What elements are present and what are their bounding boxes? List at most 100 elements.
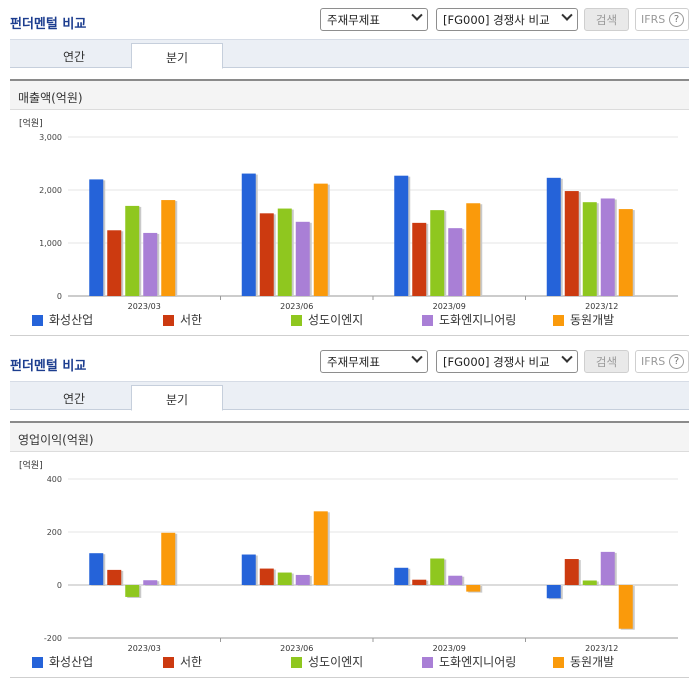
legend-label: 화성산업 — [49, 313, 94, 327]
legend-item[interactable]: 화성산업 — [32, 655, 93, 671]
legend-label: 성도이엔지 — [308, 655, 364, 669]
legend-item[interactable]: 서한 — [163, 313, 202, 329]
legend-item[interactable]: 동원개발 — [553, 313, 614, 329]
y-unit-label: [억원] — [19, 117, 43, 129]
divider — [10, 677, 689, 678]
bar[interactable] — [618, 209, 633, 296]
search-button[interactable]: 검색 — [584, 350, 629, 373]
tab-annual[interactable]: 연간 — [62, 50, 86, 64]
legend-label: 서한 — [180, 655, 203, 669]
metric-title: 매출액(억원) — [10, 79, 689, 110]
bar[interactable] — [582, 580, 597, 585]
panel-header: 펀더멘털 비교 주재무제표 [FG000] 경쟁사 비교 검색 IFRS? — [0, 0, 696, 38]
bar[interactable] — [143, 580, 158, 585]
bar[interactable] — [143, 232, 158, 296]
bar[interactable] — [582, 202, 597, 296]
compare-select[interactable]: [FG000] 경쟁사 비교 — [436, 8, 578, 31]
bar[interactable] — [295, 221, 310, 296]
legend-item[interactable]: 도화엔지니어링 — [422, 313, 516, 329]
compare-select[interactable]: [FG000] 경쟁사 비교 — [436, 350, 578, 373]
bar[interactable] — [295, 574, 310, 585]
bar[interactable] — [161, 532, 176, 585]
revenue-chart-svg: [억원] 0 1,000 2,000 3,000 2023/03 2023/06 2023/0… — [19, 117, 678, 311]
legend-item[interactable]: 도화엔지니어링 — [422, 655, 516, 671]
help-icon[interactable]: ? — [669, 354, 684, 369]
legend-swatch — [163, 315, 174, 326]
bar[interactable] — [107, 230, 122, 296]
bar[interactable] — [448, 228, 463, 296]
bar[interactable] — [107, 569, 122, 585]
bar[interactable] — [430, 210, 445, 296]
statement-select[interactable]: 주재무제표 — [320, 8, 428, 31]
x-tick-label: 2023/03 — [128, 302, 161, 311]
bar[interactable] — [259, 568, 274, 585]
x-tick-label: 2023/12 — [585, 644, 618, 653]
bar[interactable] — [448, 575, 463, 585]
x-tick-label: 2023/09 — [433, 302, 466, 311]
legend-swatch — [163, 657, 174, 668]
period-tabs: 연간 분기 — [10, 39, 689, 69]
bar[interactable] — [277, 572, 292, 585]
bar[interactable] — [394, 567, 409, 585]
bar[interactable] — [546, 585, 561, 599]
bar[interactable] — [618, 585, 633, 629]
bar[interactable] — [241, 173, 256, 296]
chevron-down-icon — [411, 351, 423, 363]
help-icon[interactable]: ? — [669, 12, 684, 27]
tab-quarterly[interactable]: 분기 — [131, 43, 223, 69]
y-tick-label: 200 — [47, 528, 62, 537]
bar[interactable] — [89, 553, 104, 585]
legend-swatch — [291, 657, 302, 668]
bar[interactable] — [600, 551, 615, 585]
bar[interactable] — [313, 183, 328, 296]
legend-item[interactable]: 서한 — [163, 655, 202, 671]
y-tick-label: 0 — [57, 292, 62, 301]
tab-quarterly[interactable]: 분기 — [131, 385, 223, 411]
legend-swatch — [32, 657, 43, 668]
bar[interactable] — [412, 222, 427, 296]
bar[interactable] — [412, 579, 427, 585]
bar[interactable] — [394, 175, 409, 296]
ifrs-button[interactable]: IFRS? — [635, 8, 689, 31]
legend-item[interactable]: 성도이엔지 — [291, 655, 363, 671]
y-tick-label: 0 — [57, 581, 62, 590]
bar[interactable] — [600, 198, 615, 296]
bar[interactable] — [466, 585, 481, 592]
bar[interactable] — [277, 208, 292, 296]
bar[interactable] — [241, 554, 256, 585]
revenue-chart: [억원] 0 1,000 2,000 3,000 2023/03 2023/06 2023/0… — [10, 112, 689, 312]
ifrs-label: IFRS — [641, 355, 666, 368]
ifrs-button[interactable]: IFRS? — [635, 350, 689, 373]
bar[interactable] — [313, 511, 328, 585]
bar[interactable] — [564, 559, 579, 585]
y-tick-label: 3,000 — [39, 133, 62, 142]
legend-item[interactable]: 동원개발 — [553, 655, 614, 671]
bar[interactable] — [259, 213, 274, 296]
legend-swatch — [291, 315, 302, 326]
legend-item[interactable]: 성도이엔지 — [291, 313, 363, 329]
divider — [10, 335, 689, 336]
bar[interactable] — [430, 558, 445, 586]
tab-annual[interactable]: 연간 — [62, 392, 86, 406]
legend-item[interactable]: 화성산업 — [32, 313, 93, 329]
y-tick-label: 2,000 — [39, 186, 62, 195]
statement-select-value: 주재무제표 — [327, 13, 380, 27]
legend-label: 동원개발 — [570, 655, 615, 669]
operating-profit-chart-svg: [억원] -200 0 200 400 2023/03 2023/06 2023/09 2023… — [19, 459, 678, 653]
bar[interactable] — [89, 179, 104, 296]
statement-select[interactable]: 주재무제표 — [320, 350, 428, 373]
y-tick-label: 400 — [47, 475, 62, 484]
chevron-down-icon — [561, 351, 573, 363]
bar[interactable] — [125, 585, 140, 597]
bar[interactable] — [125, 205, 140, 296]
bar[interactable] — [466, 203, 481, 296]
chevron-down-icon — [561, 9, 573, 21]
legend-label: 도화엔지니어링 — [439, 313, 517, 327]
bar[interactable] — [546, 177, 561, 296]
panel-title: 펀더멘털 비교 — [10, 17, 87, 32]
legend-label: 동원개발 — [570, 313, 615, 327]
bar[interactable] — [564, 191, 579, 296]
bar[interactable] — [161, 200, 176, 296]
fundamental-panel-operating-profit: 펀더멘털 비교 주재무제표 [FG000] 경쟁사 비교 검색 IFRS? 연간… — [0, 342, 696, 684]
search-button[interactable]: 검색 — [584, 8, 629, 31]
